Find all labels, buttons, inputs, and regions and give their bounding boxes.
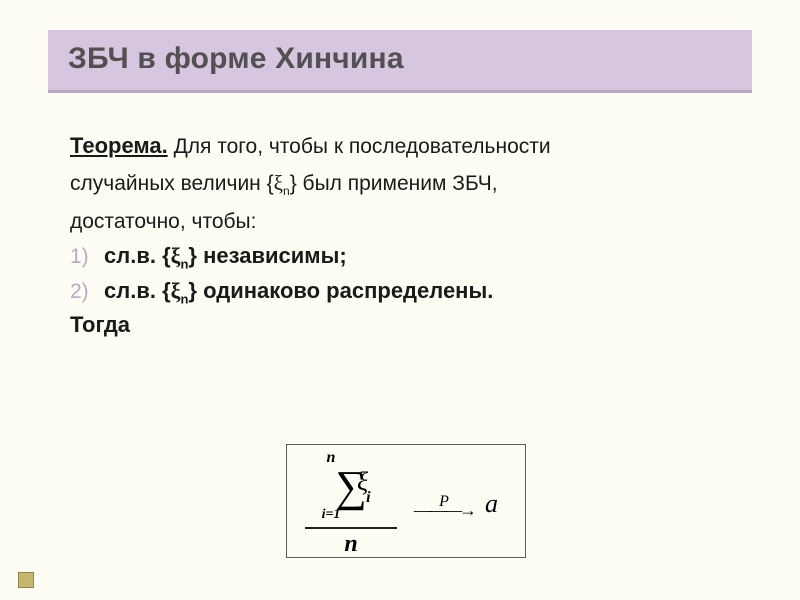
then-label: Тогда xyxy=(70,312,730,338)
item1-a: сл.в. { xyxy=(104,243,171,268)
denominator: n xyxy=(305,529,397,558)
item1-sym: ξ xyxy=(171,243,181,268)
list-item-2: 2) сл.в. {ξn} одинаково распределены. xyxy=(70,278,730,306)
slide-title: ЗБЧ в форме Хинчина xyxy=(68,42,404,75)
title-underline xyxy=(48,90,752,93)
body: Теорема. Для того, чтобы к последователь… xyxy=(70,130,730,338)
theorem-label: Теорема. xyxy=(70,133,168,158)
intro-rest-1: Для того, чтобы к последовательности xyxy=(168,135,551,158)
limit-value: a xyxy=(485,489,498,519)
summand-sub: i xyxy=(366,489,370,506)
conditions-list: 1) сл.в. {ξn} независимы; 2) сл.в. {ξn} … xyxy=(70,243,730,306)
intro-line2-a: случайных величин { xyxy=(70,172,274,195)
numerator: n ∑ i=1 ξi xyxy=(305,453,397,513)
title-block: ЗБЧ в форме Хинчина xyxy=(48,30,752,93)
xi-sub: n xyxy=(283,185,290,199)
list-num-2: 2) xyxy=(70,280,104,304)
title-bar: ЗБЧ в форме Хинчина xyxy=(48,30,752,90)
intro-line-2: случайных величин {ξn} был применим ЗБЧ, xyxy=(70,168,730,201)
list-text-1: сл.в. {ξn} независимы; xyxy=(104,243,347,271)
arrow-group: P ———→ xyxy=(413,493,475,517)
list-text-2: сл.в. {ξn} одинаково распределены. xyxy=(104,278,493,306)
item2-a: сл.в. { xyxy=(104,278,171,303)
xi-symbol: ξ xyxy=(274,171,283,195)
list-item-1: 1) сл.в. {ξn} независимы; xyxy=(70,243,730,271)
item1-b: } независимы; xyxy=(188,243,346,268)
item2-sym: ξ xyxy=(171,278,181,303)
arrow-label: P xyxy=(413,497,475,507)
summand: ξi xyxy=(357,467,373,501)
list-num-1: 1) xyxy=(70,245,104,269)
intro-line2-b: } был применим ЗБЧ, xyxy=(290,172,498,195)
intro-line-1: Теорема. Для того, чтобы к последователь… xyxy=(70,130,730,162)
formula-box: n ∑ i=1 ξi n P ———→ a xyxy=(286,444,526,558)
item2-b: } одинаково распределены. xyxy=(188,278,493,303)
slide: ЗБЧ в форме Хинчина Теорема. Для того, ч… xyxy=(0,0,800,600)
fraction: n ∑ i=1 ξi n xyxy=(305,453,397,558)
sum-lower: i=1 xyxy=(305,507,357,523)
corner-marker-icon xyxy=(18,572,34,588)
intro-line-3: достаточно, чтобы: xyxy=(70,207,730,237)
